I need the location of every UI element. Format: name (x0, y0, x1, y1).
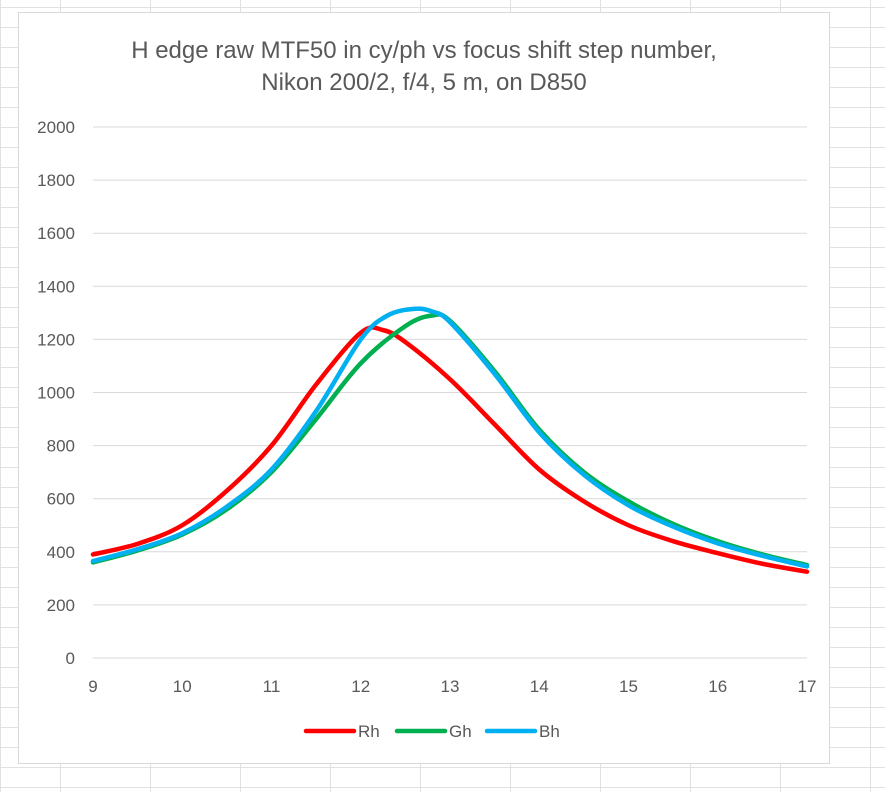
y-tick-label: 800 (47, 437, 75, 456)
x-axis-tick-labels: 9 10 11 12 13 14 15 16 17 (88, 677, 816, 696)
x-tick-label: 9 (88, 677, 97, 696)
x-tick-label: 10 (173, 677, 192, 696)
y-tick-label: 600 (47, 490, 75, 509)
x-tick-label: 12 (351, 677, 370, 696)
legend-label-bh: Bh (539, 722, 560, 741)
y-tick-label: 1600 (37, 224, 75, 243)
y-tick-label: 200 (47, 596, 75, 615)
y-tick-label: 1000 (37, 384, 75, 403)
legend: Rh Gh Bh (303, 722, 560, 741)
y-tick-label: 0 (66, 649, 75, 668)
y-tick-label: 400 (47, 543, 75, 562)
y-tick-label: 1400 (37, 277, 75, 296)
x-tick-label: 13 (441, 677, 460, 696)
y-tick-label: 1200 (37, 330, 75, 349)
series-lines (90, 306, 810, 574)
series-line-bh (90, 306, 810, 569)
x-tick-label: 11 (263, 677, 281, 696)
chart-title-line-2: Nikon 200/2, f/4, 5 m, on D850 (261, 69, 587, 96)
chart-area[interactable] (18, 12, 830, 764)
x-tick-label: 14 (530, 677, 549, 696)
y-axis-tick-labels: 0 200 400 600 800 1000 1200 1400 1600 1800 2000 (37, 118, 75, 668)
x-tick-label: 17 (798, 677, 817, 696)
horizontal-gridlines (93, 126, 807, 659)
legend-label-rh: Rh (358, 722, 380, 741)
y-tick-label: 1800 (37, 171, 75, 190)
y-tick-label: 2000 (37, 118, 75, 137)
legend-label-gh: Gh (449, 722, 472, 741)
chart-title-line-1: H edge raw MTF50 in cy/ph vs focus shift… (131, 37, 717, 64)
series-line-rh (90, 325, 810, 574)
x-tick-label: 16 (708, 677, 727, 696)
x-tick-label: 15 (619, 677, 638, 696)
series-line-gh (90, 312, 810, 568)
